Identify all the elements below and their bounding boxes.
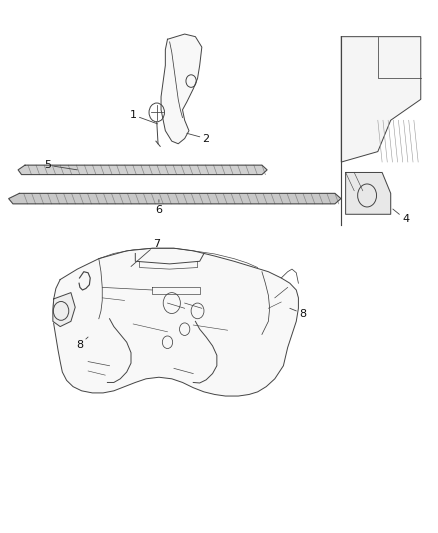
Text: 8: 8	[290, 308, 306, 319]
Polygon shape	[161, 34, 202, 144]
Text: 5: 5	[44, 160, 78, 170]
Text: 6: 6	[155, 200, 162, 215]
Text: 8: 8	[76, 337, 88, 350]
Text: 4: 4	[393, 209, 409, 224]
Polygon shape	[341, 37, 421, 162]
Polygon shape	[53, 293, 75, 327]
Polygon shape	[18, 165, 267, 175]
Polygon shape	[9, 193, 341, 204]
Text: 7: 7	[131, 239, 160, 266]
Text: 2: 2	[187, 133, 210, 143]
Polygon shape	[346, 173, 391, 214]
Text: 1: 1	[130, 110, 158, 124]
Polygon shape	[53, 248, 298, 396]
